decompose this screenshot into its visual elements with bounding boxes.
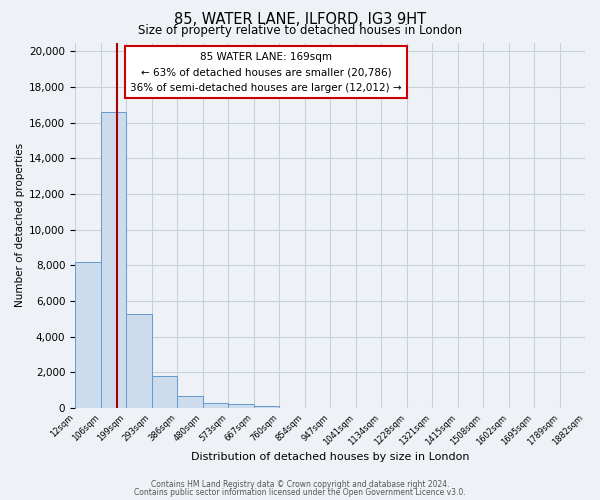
Bar	[75, 262, 101, 408]
Text: Size of property relative to detached houses in London: Size of property relative to detached ho…	[138, 24, 462, 37]
Bar	[152, 376, 177, 408]
Bar	[101, 112, 126, 408]
Text: Contains HM Land Registry data © Crown copyright and database right 2024.: Contains HM Land Registry data © Crown c…	[151, 480, 449, 489]
Text: 85 WATER LANE: 169sqm
← 63% of detached houses are smaller (20,786)
36% of semi-: 85 WATER LANE: 169sqm ← 63% of detached …	[130, 52, 402, 93]
X-axis label: Distribution of detached houses by size in London: Distribution of detached houses by size …	[191, 452, 469, 462]
Bar	[203, 402, 228, 408]
Bar	[177, 396, 203, 408]
Bar	[126, 314, 152, 408]
Bar	[254, 406, 279, 408]
Bar	[228, 404, 254, 408]
Text: Contains public sector information licensed under the Open Government Licence v3: Contains public sector information licen…	[134, 488, 466, 497]
Y-axis label: Number of detached properties: Number of detached properties	[15, 143, 25, 308]
Text: 85, WATER LANE, ILFORD, IG3 9HT: 85, WATER LANE, ILFORD, IG3 9HT	[174, 12, 426, 28]
